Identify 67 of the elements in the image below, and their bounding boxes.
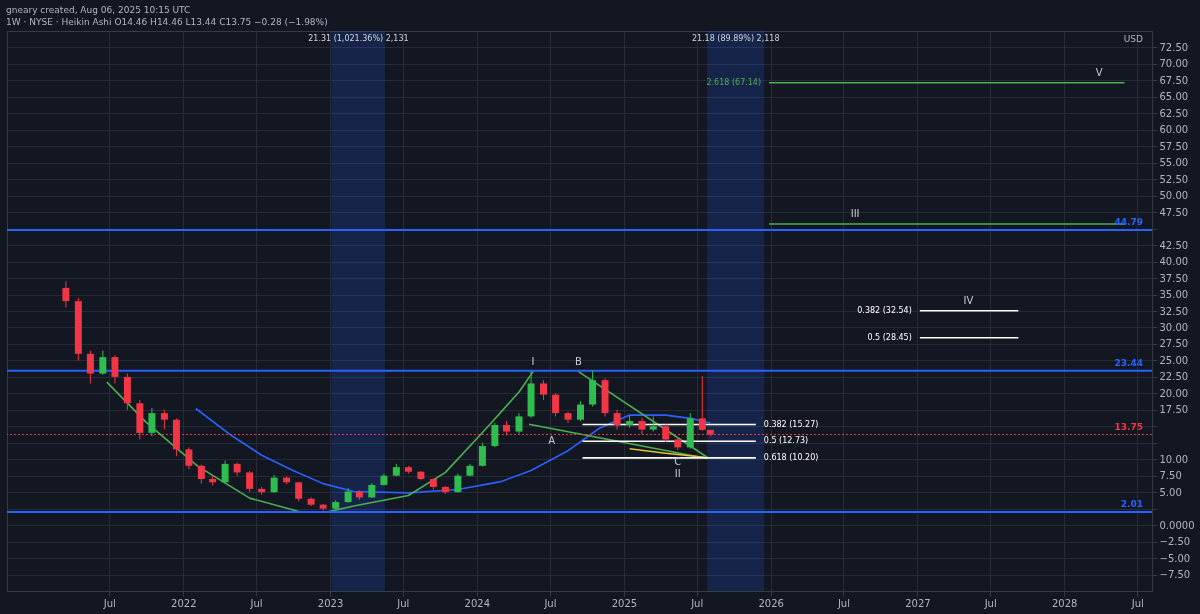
- x-tick-label: Jul: [690, 597, 704, 609]
- ref-line-label: 2.01: [1120, 498, 1143, 509]
- x-tick-label: Jul: [983, 597, 997, 609]
- x-tick-label: 2022: [171, 597, 197, 609]
- y-tick-label: −2.50: [1159, 536, 1191, 548]
- y-tick-label: 52.50: [1159, 173, 1189, 185]
- y-tick-label: 32.50: [1159, 305, 1189, 317]
- x-tick-label: Jul: [396, 597, 410, 609]
- series-label: 2.618 (67.14): [706, 77, 762, 87]
- x-tick-label: 2023: [317, 597, 344, 609]
- y-tick-label: 0.0000: [1159, 519, 1195, 531]
- x-tick-label: Jul: [1130, 597, 1144, 609]
- band-label: 21.18 (89.89%) 2,118: [691, 34, 780, 43]
- x-tick-label: 2026: [758, 597, 784, 609]
- annotation: I: [531, 355, 535, 367]
- series-label: 0.5 (12.73): [763, 436, 809, 446]
- y-tick-label: −7.50: [1159, 569, 1191, 581]
- y-tick-label: 5.00: [1159, 486, 1182, 498]
- ref-line-label: 13.75: [1114, 421, 1143, 432]
- x-tick-label: Jul: [543, 597, 557, 609]
- x-tick-label: 2024: [464, 597, 490, 609]
- ref-line-label: 23.44: [1114, 357, 1143, 368]
- annotation: B: [575, 355, 583, 367]
- annotation: USD: [1123, 34, 1144, 44]
- y-tick-label: 17.50: [1159, 404, 1189, 416]
- x-tick-label: 2025: [611, 597, 638, 609]
- chart-subtitle: 1W · NYSE · Heikin Ashi O14.46 H14.46 L13.44 C13.75 −0.28 (−1.98%): [6, 17, 328, 27]
- y-tick-label: 60.00: [1159, 124, 1189, 136]
- ref-line-label: 44.79: [1114, 217, 1143, 228]
- y-tick-label: 20.00: [1159, 387, 1189, 399]
- x-tick-label: 2028: [1051, 597, 1078, 609]
- y-tick-label: 10.00: [1159, 453, 1189, 465]
- x-tick-label: Jul: [102, 597, 116, 609]
- annotation: IV: [963, 294, 974, 306]
- series-label: 0.382 (15.27): [763, 419, 819, 429]
- annotation: C: [674, 456, 682, 468]
- y-tick-label: 30.00: [1159, 321, 1189, 333]
- y-tick-label: 35.00: [1159, 289, 1189, 301]
- y-tick-label: 25.00: [1159, 354, 1189, 366]
- y-tick-label: −5.00: [1159, 552, 1191, 564]
- y-tick-label: 42.50: [1159, 239, 1189, 251]
- y-tick-label: 55.00: [1159, 157, 1189, 169]
- annotation: II: [674, 468, 681, 480]
- y-tick-label: 22.50: [1159, 371, 1189, 383]
- series-label: 0.5 (28.45): [867, 332, 912, 342]
- y-tick-label: 70.00: [1159, 58, 1189, 70]
- y-tick-label: 7.50: [1159, 470, 1182, 482]
- y-tick-label: 65.00: [1159, 91, 1189, 103]
- series-label: 0.382 (32.54): [857, 305, 912, 315]
- band-label: 21.31 (1,021.36%) 2,131: [308, 34, 409, 43]
- series-label: 0.618 (10.20): [763, 452, 819, 462]
- y-tick-label: 67.50: [1159, 74, 1189, 86]
- y-tick-label: 47.50: [1159, 206, 1189, 218]
- x-tick-label: 2027: [905, 597, 931, 609]
- y-tick-label: 37.50: [1159, 272, 1189, 284]
- chart-title: gneary created, Aug 06, 2025 10:15 UTC: [6, 5, 191, 15]
- y-tick-label: 72.50: [1159, 41, 1189, 53]
- y-tick-label: 50.00: [1159, 190, 1189, 202]
- y-tick-label: 62.50: [1159, 107, 1189, 119]
- y-tick-label: 40.00: [1159, 256, 1189, 268]
- x-tick-label: Jul: [836, 597, 850, 609]
- y-tick-label: 27.50: [1159, 338, 1189, 350]
- annotation: A: [548, 434, 556, 446]
- annotation: III: [850, 208, 860, 220]
- y-tick-label: 57.50: [1159, 140, 1189, 152]
- annotation: V: [1095, 66, 1103, 78]
- x-tick-label: Jul: [249, 597, 263, 609]
